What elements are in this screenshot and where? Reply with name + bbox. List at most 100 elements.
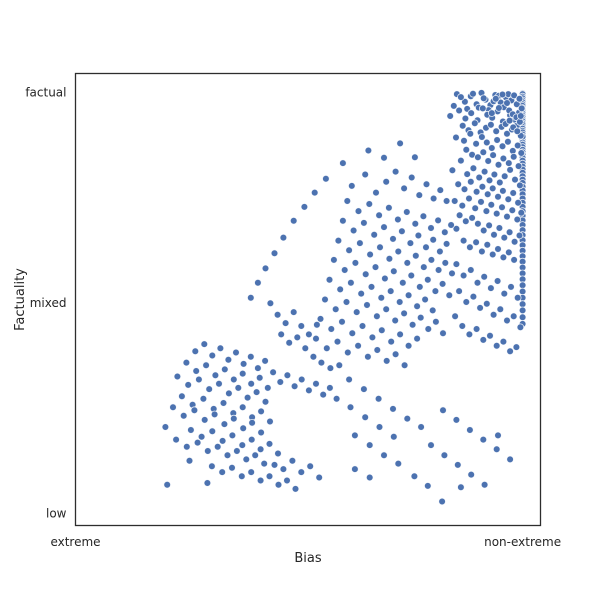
data-point	[269, 368, 277, 377]
data-point	[516, 181, 524, 190]
data-point	[518, 287, 527, 296]
data-point	[461, 217, 470, 226]
data-point	[288, 456, 297, 465]
data-point	[184, 381, 193, 389]
data-point	[472, 238, 480, 247]
data-point	[339, 159, 347, 167]
data-point	[305, 386, 313, 395]
data-point	[499, 253, 508, 262]
data-point	[317, 358, 326, 367]
data-point	[281, 319, 290, 327]
data-point	[257, 428, 265, 437]
data-point	[485, 176, 494, 185]
data-point	[406, 239, 415, 247]
data-point	[254, 364, 262, 372]
data-point	[509, 189, 518, 197]
data-point	[453, 461, 462, 469]
data-point	[247, 379, 256, 388]
data-point	[265, 472, 274, 481]
data-point	[480, 272, 489, 281]
data-point	[503, 129, 511, 138]
data-point	[489, 151, 497, 159]
data-point	[273, 310, 282, 319]
data-point	[331, 305, 340, 314]
data-point	[436, 247, 444, 256]
data-point	[389, 405, 397, 413]
data-point	[396, 139, 404, 148]
data-point	[475, 173, 484, 182]
data-point	[494, 245, 502, 253]
data-point	[482, 299, 491, 308]
data-point	[361, 413, 370, 422]
data-point	[182, 358, 191, 367]
data-point	[465, 194, 473, 203]
data-point	[230, 414, 238, 423]
data-point	[441, 259, 450, 267]
data-point	[179, 411, 188, 420]
data-point	[372, 188, 380, 197]
data-point	[375, 423, 384, 431]
data-point	[478, 247, 486, 256]
data-point	[403, 414, 412, 423]
data-point	[490, 170, 499, 179]
data-point	[208, 462, 216, 471]
data-point	[479, 435, 488, 444]
data-point	[200, 416, 209, 424]
data-point	[438, 280, 447, 288]
data-point	[504, 137, 512, 146]
data-point	[265, 440, 274, 448]
data-point	[366, 250, 374, 259]
data-point	[213, 442, 222, 451]
data-point	[432, 317, 440, 326]
data-point	[460, 185, 469, 194]
data-point	[394, 215, 402, 224]
data-point	[173, 372, 182, 381]
data-point	[479, 148, 488, 157]
data-point	[192, 367, 201, 375]
data-point	[239, 424, 248, 433]
data-point	[254, 278, 262, 287]
data-point	[300, 203, 309, 211]
data-point	[221, 365, 229, 374]
data-point	[457, 93, 465, 101]
data-point	[319, 390, 328, 399]
data-point	[518, 281, 527, 290]
data-point	[375, 211, 383, 220]
data-point	[469, 89, 477, 98]
data-point	[256, 445, 265, 454]
x-tick-label: non-extreme	[484, 535, 561, 549]
y-tick-label: low	[46, 506, 67, 520]
data-point	[202, 361, 210, 370]
data-point	[487, 284, 495, 292]
data-point	[455, 106, 463, 115]
data-point	[513, 215, 522, 224]
data-point	[415, 191, 424, 199]
data-point	[408, 320, 417, 329]
data-point	[367, 283, 376, 291]
data-point	[242, 455, 251, 464]
data-point	[389, 267, 398, 276]
data-point	[511, 175, 519, 184]
data-point	[346, 403, 355, 412]
data-point	[493, 277, 502, 285]
data-point	[419, 212, 428, 221]
data-point	[429, 235, 438, 244]
data-point	[470, 119, 479, 127]
data-point	[395, 298, 404, 306]
data-point	[434, 266, 443, 274]
data-point	[448, 269, 456, 278]
data-point	[243, 393, 252, 402]
data-point	[413, 334, 421, 343]
data-point	[440, 228, 449, 237]
plot-frame	[74, 72, 542, 527]
data-point	[389, 432, 398, 441]
data-point	[469, 164, 478, 173]
data-point	[357, 289, 366, 298]
data-point	[505, 228, 514, 237]
data-point	[270, 249, 279, 258]
data-point	[187, 426, 195, 434]
data-point	[349, 226, 358, 235]
data-point	[434, 216, 442, 225]
